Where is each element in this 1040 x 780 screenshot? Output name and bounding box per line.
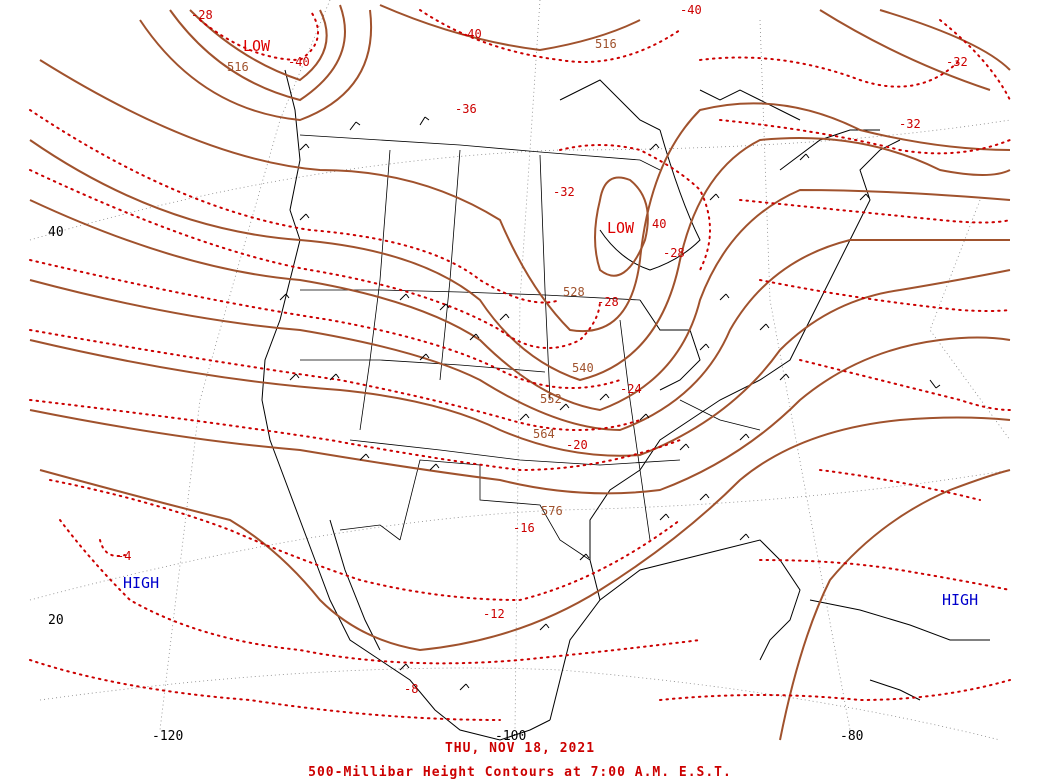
temperature-label: -16 [513, 521, 535, 535]
temperature-label: -28 [191, 8, 213, 22]
map-title: 500-Millibar Height Contours at 7:00 A.M… [308, 765, 732, 780]
height-contour-labels: 516 516 528 540 552 564 576 [227, 37, 617, 518]
low-center-label: LOW [607, 219, 635, 237]
temperature-contours [29, 9, 1011, 721]
graticule [29, 0, 1011, 741]
temperature-low-center-label: 40 [652, 217, 666, 231]
temperature-label: -4 [117, 549, 131, 563]
height-label: 564 [533, 427, 555, 441]
high-center-label: HIGH [942, 591, 978, 609]
pressure-centers: LOW LOW HIGH HIGH [123, 37, 978, 609]
low-center-label: LOW [243, 37, 271, 55]
temperature-label: -40 [680, 3, 702, 17]
temperature-label: -32 [946, 55, 968, 69]
longitude-label: -100 [495, 729, 526, 744]
height-label: 516 [595, 37, 617, 51]
temperature-label: -28 [597, 295, 619, 309]
map-date: THU, NOV 18, 2021 [444, 741, 596, 756]
latitude-label: 40 [48, 225, 64, 240]
temperature-label: -36 [455, 102, 477, 116]
longitude-label: -80 [840, 729, 863, 744]
graticule-labels: 40 20 -120 -100 -80 [48, 225, 863, 744]
temperature-label: -12 [483, 607, 505, 621]
latitude-label: 20 [48, 613, 64, 628]
temperature-labels: -28 -40 -40 -40 -36 -32 -32 -32 -28 -28 … [117, 3, 968, 696]
height-label: 516 [227, 60, 249, 74]
height-label: 540 [572, 361, 594, 375]
height-label: 552 [540, 392, 562, 406]
temperature-label: -32 [553, 185, 575, 199]
longitude-label: -120 [152, 729, 183, 744]
high-center-label: HIGH [123, 574, 159, 592]
wind-barbs [279, 116, 941, 691]
temperature-label: -8 [404, 682, 418, 696]
temperature-label: -20 [566, 438, 588, 452]
temperature-label: -32 [899, 117, 921, 131]
height-label: 528 [563, 285, 585, 299]
temperature-label: -24 [620, 382, 642, 396]
height-contours [29, 4, 1011, 741]
temperature-label: -40 [460, 27, 482, 41]
temperature-label: -28 [663, 246, 685, 260]
height-label: 576 [541, 504, 563, 518]
temperature-label: -40 [288, 55, 310, 69]
